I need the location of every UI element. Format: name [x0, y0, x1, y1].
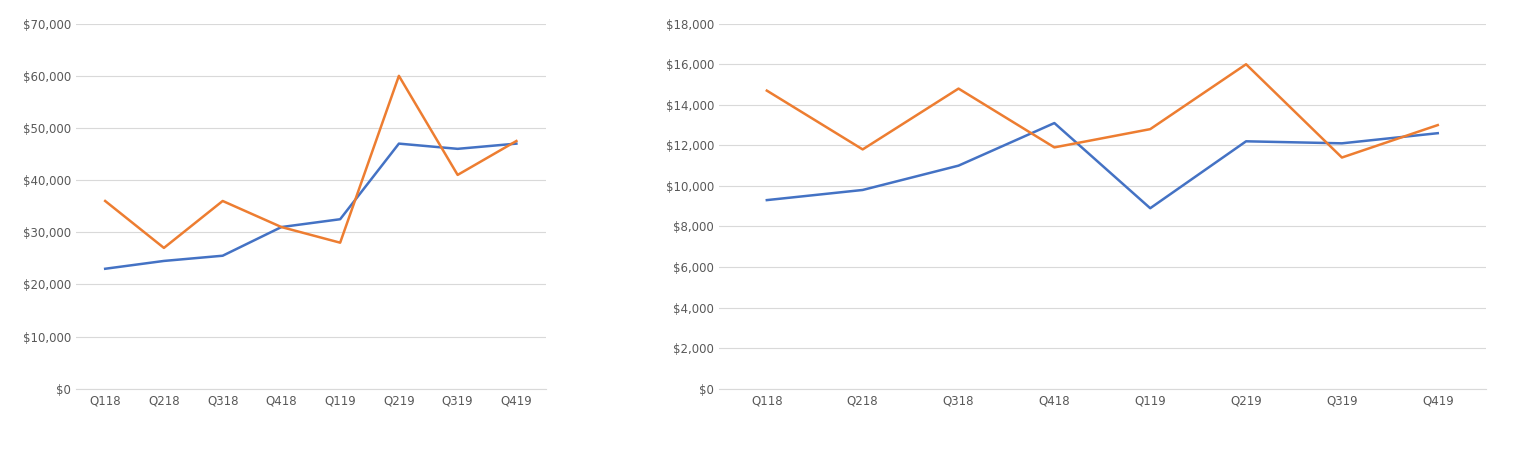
Legend: Calc - Red, UDC _Red: Calc - Red, UDC _Red — [1002, 470, 1202, 474]
Legend: Calc_Green, UDC _Green: Calc_Green, UDC _Green — [200, 470, 421, 474]
